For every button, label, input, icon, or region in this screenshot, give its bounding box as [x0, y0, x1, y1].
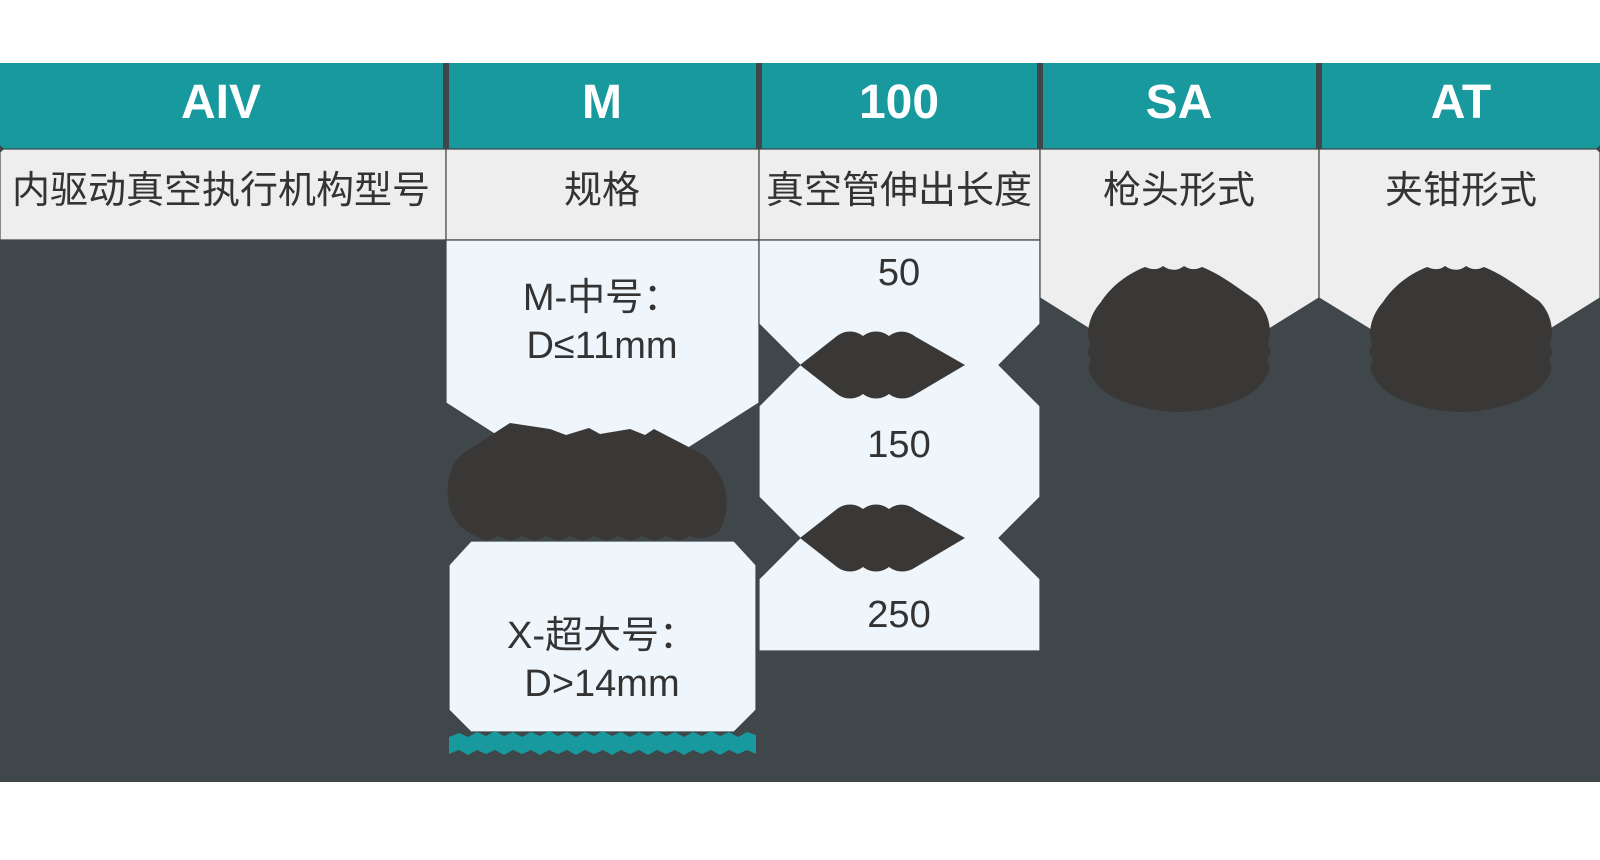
svg-text:夹钳形式: 夹钳形式	[1385, 170, 1537, 212]
svg-text:真空管伸出长度: 真空管伸出长度	[766, 170, 1032, 212]
svg-text:150: 150	[867, 424, 930, 466]
svg-text:M-中号：: M-中号：	[523, 277, 681, 319]
svg-text:X-超大号：: X-超大号：	[507, 615, 697, 657]
svg-text:AT: AT	[1431, 76, 1491, 129]
svg-text:D>14mm: D>14mm	[524, 663, 679, 705]
svg-text:AIV: AIV	[181, 76, 261, 129]
svg-text:内驱动真空执行机构型号: 内驱动真空执行机构型号	[12, 170, 430, 212]
svg-text:规格: 规格	[564, 170, 640, 212]
svg-text:SA: SA	[1146, 76, 1213, 129]
svg-text:250: 250	[867, 594, 930, 636]
svg-text:枪头形式: 枪头形式	[1103, 170, 1255, 212]
svg-text:100: 100	[859, 76, 939, 129]
svg-text:50: 50	[878, 252, 920, 294]
svg-text:D≤11mm: D≤11mm	[526, 325, 677, 367]
svg-text:M: M	[582, 76, 622, 129]
